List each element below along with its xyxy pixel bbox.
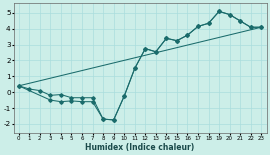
X-axis label: Humidex (Indice chaleur): Humidex (Indice chaleur)	[85, 143, 195, 152]
